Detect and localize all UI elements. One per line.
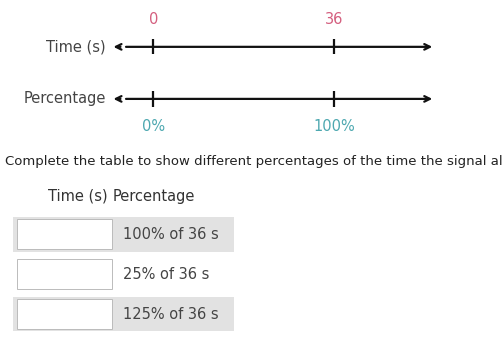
Text: 125% of 36 s: 125% of 36 s [123, 306, 219, 322]
Text: 100%: 100% [313, 119, 356, 134]
Text: 36: 36 [325, 12, 344, 27]
Text: Time (s): Time (s) [48, 188, 108, 204]
Bar [13, 217, 234, 252]
Text: Percentage: Percentage [23, 91, 106, 107]
Bar [17, 259, 112, 289]
Text: 0%: 0% [142, 119, 165, 134]
Text: 0: 0 [149, 12, 158, 27]
Text: Time (s): Time (s) [46, 39, 106, 54]
Bar [13, 297, 234, 331]
Bar [17, 299, 112, 329]
Bar [13, 257, 234, 291]
Bar [17, 219, 112, 249]
Text: Percentage: Percentage [112, 188, 195, 204]
Text: 100% of 36 s: 100% of 36 s [123, 227, 219, 242]
Text: 25% of 36 s: 25% of 36 s [123, 266, 210, 282]
Text: Complete the table to show different percentages of the time the signal allows.: Complete the table to show different per… [5, 155, 503, 168]
